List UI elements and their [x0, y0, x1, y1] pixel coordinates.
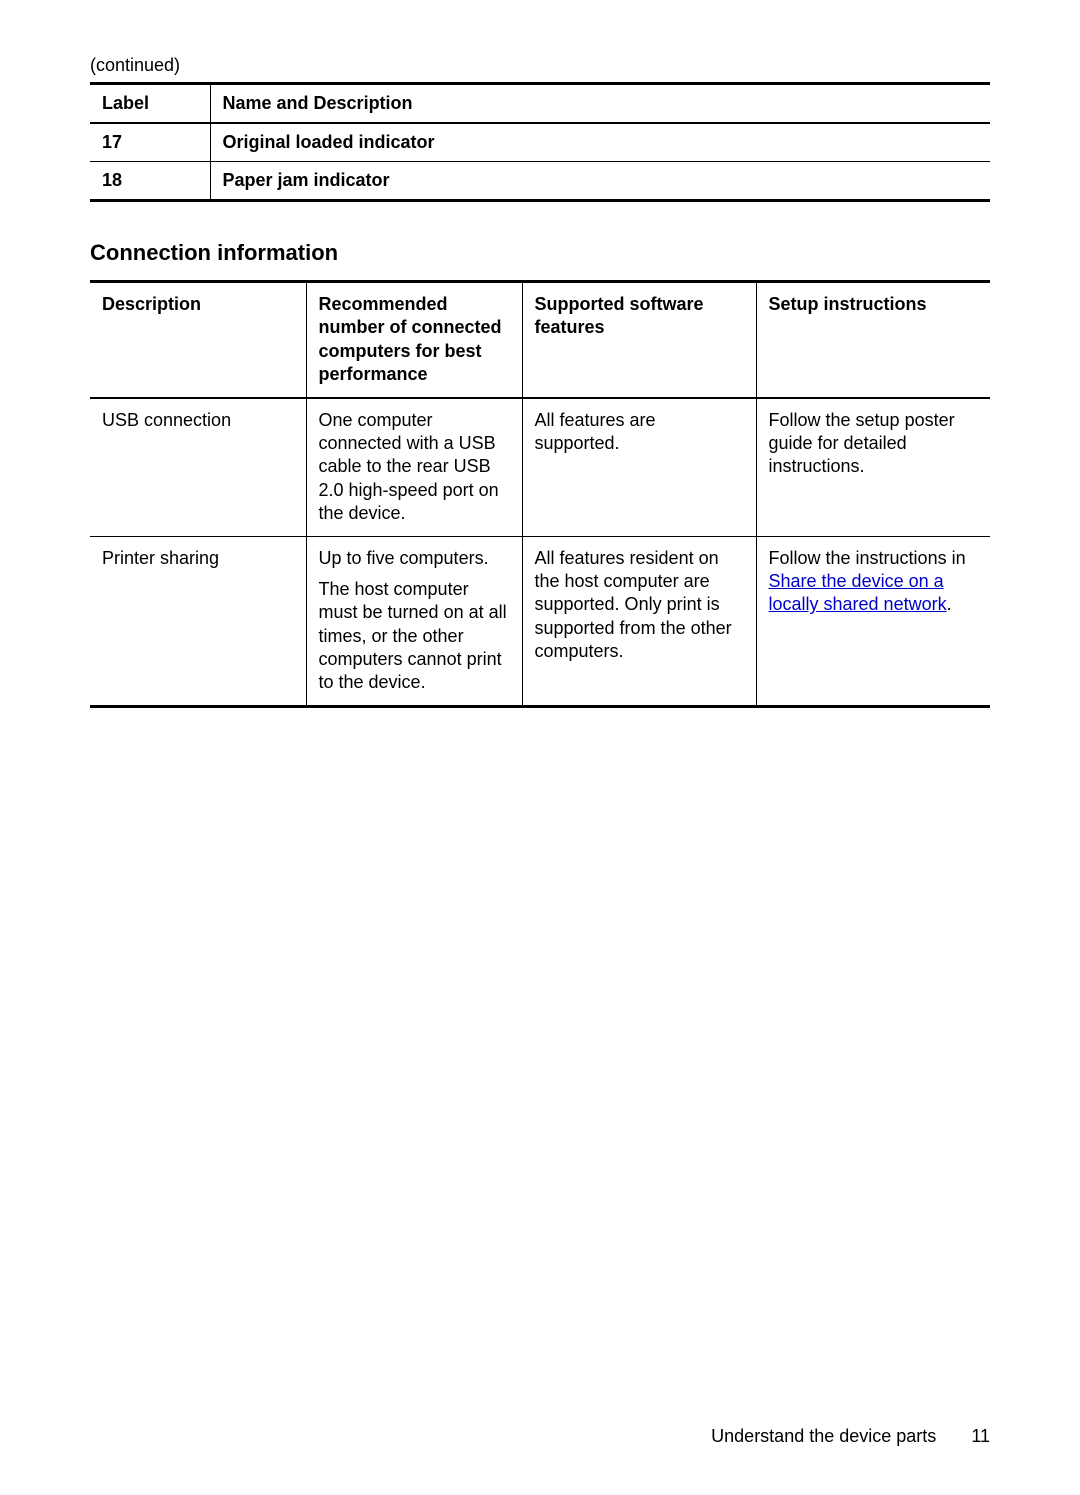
cell-recommended: Up to five computers. The host computer … [306, 536, 522, 706]
footer-page-number: 11 [971, 1426, 990, 1446]
cell-features: All features resident on the host comput… [522, 536, 756, 706]
header-label: Label [90, 84, 210, 124]
setup-text: Follow the setup poster guide for detail… [769, 410, 955, 477]
cell-label: 17 [90, 123, 210, 162]
share-device-link[interactable]: Share the device on a locally shared net… [769, 571, 947, 614]
cell-description: Original loaded indicator [210, 123, 990, 162]
setup-text-post: . [947, 594, 952, 614]
table-row: 17 Original loaded indicator [90, 123, 990, 162]
page-footer: Understand the device parts 11 [711, 1426, 990, 1447]
table-row: USB connection One computer connected wi… [90, 398, 990, 536]
continued-label: (continued) [90, 55, 990, 76]
setup-text-pre: Follow the instructions in [769, 548, 966, 568]
cell-description: Paper jam indicator [210, 162, 990, 201]
header-description: Name and Description [210, 84, 990, 124]
document-page: (continued) Label Name and Description 1… [0, 0, 1080, 1495]
table-header-row: Label Name and Description [90, 84, 990, 124]
table-header-row: Description Recommended number of connec… [90, 282, 990, 398]
table-row: 18 Paper jam indicator [90, 162, 990, 201]
cell-recommended: One computer connected with a USB cable … [306, 398, 522, 536]
rec-para-2: The host computer must be turned on at a… [319, 579, 507, 693]
cell-setup: Follow the setup poster guide for detail… [756, 398, 990, 536]
section-title: Connection information [90, 240, 990, 266]
cell-label: 18 [90, 162, 210, 201]
cell-setup: Follow the instructions in Share the dev… [756, 536, 990, 706]
footer-section: Understand the device parts [711, 1426, 936, 1446]
header-features-col: Supported software features [522, 282, 756, 398]
cell-description: Printer sharing [90, 536, 306, 706]
table-row: Printer sharing Up to five computers. Th… [90, 536, 990, 706]
header-description-col: Description [90, 282, 306, 398]
connection-information-table: Description Recommended number of connec… [90, 280, 990, 708]
cell-description: USB connection [90, 398, 306, 536]
header-setup-col: Setup instructions [756, 282, 990, 398]
rec-para-1: Up to five computers. [319, 548, 489, 568]
header-recommended-col: Recommended number of connected computer… [306, 282, 522, 398]
label-description-table: Label Name and Description 17 Original l… [90, 82, 990, 202]
cell-features: All features are supported. [522, 398, 756, 536]
